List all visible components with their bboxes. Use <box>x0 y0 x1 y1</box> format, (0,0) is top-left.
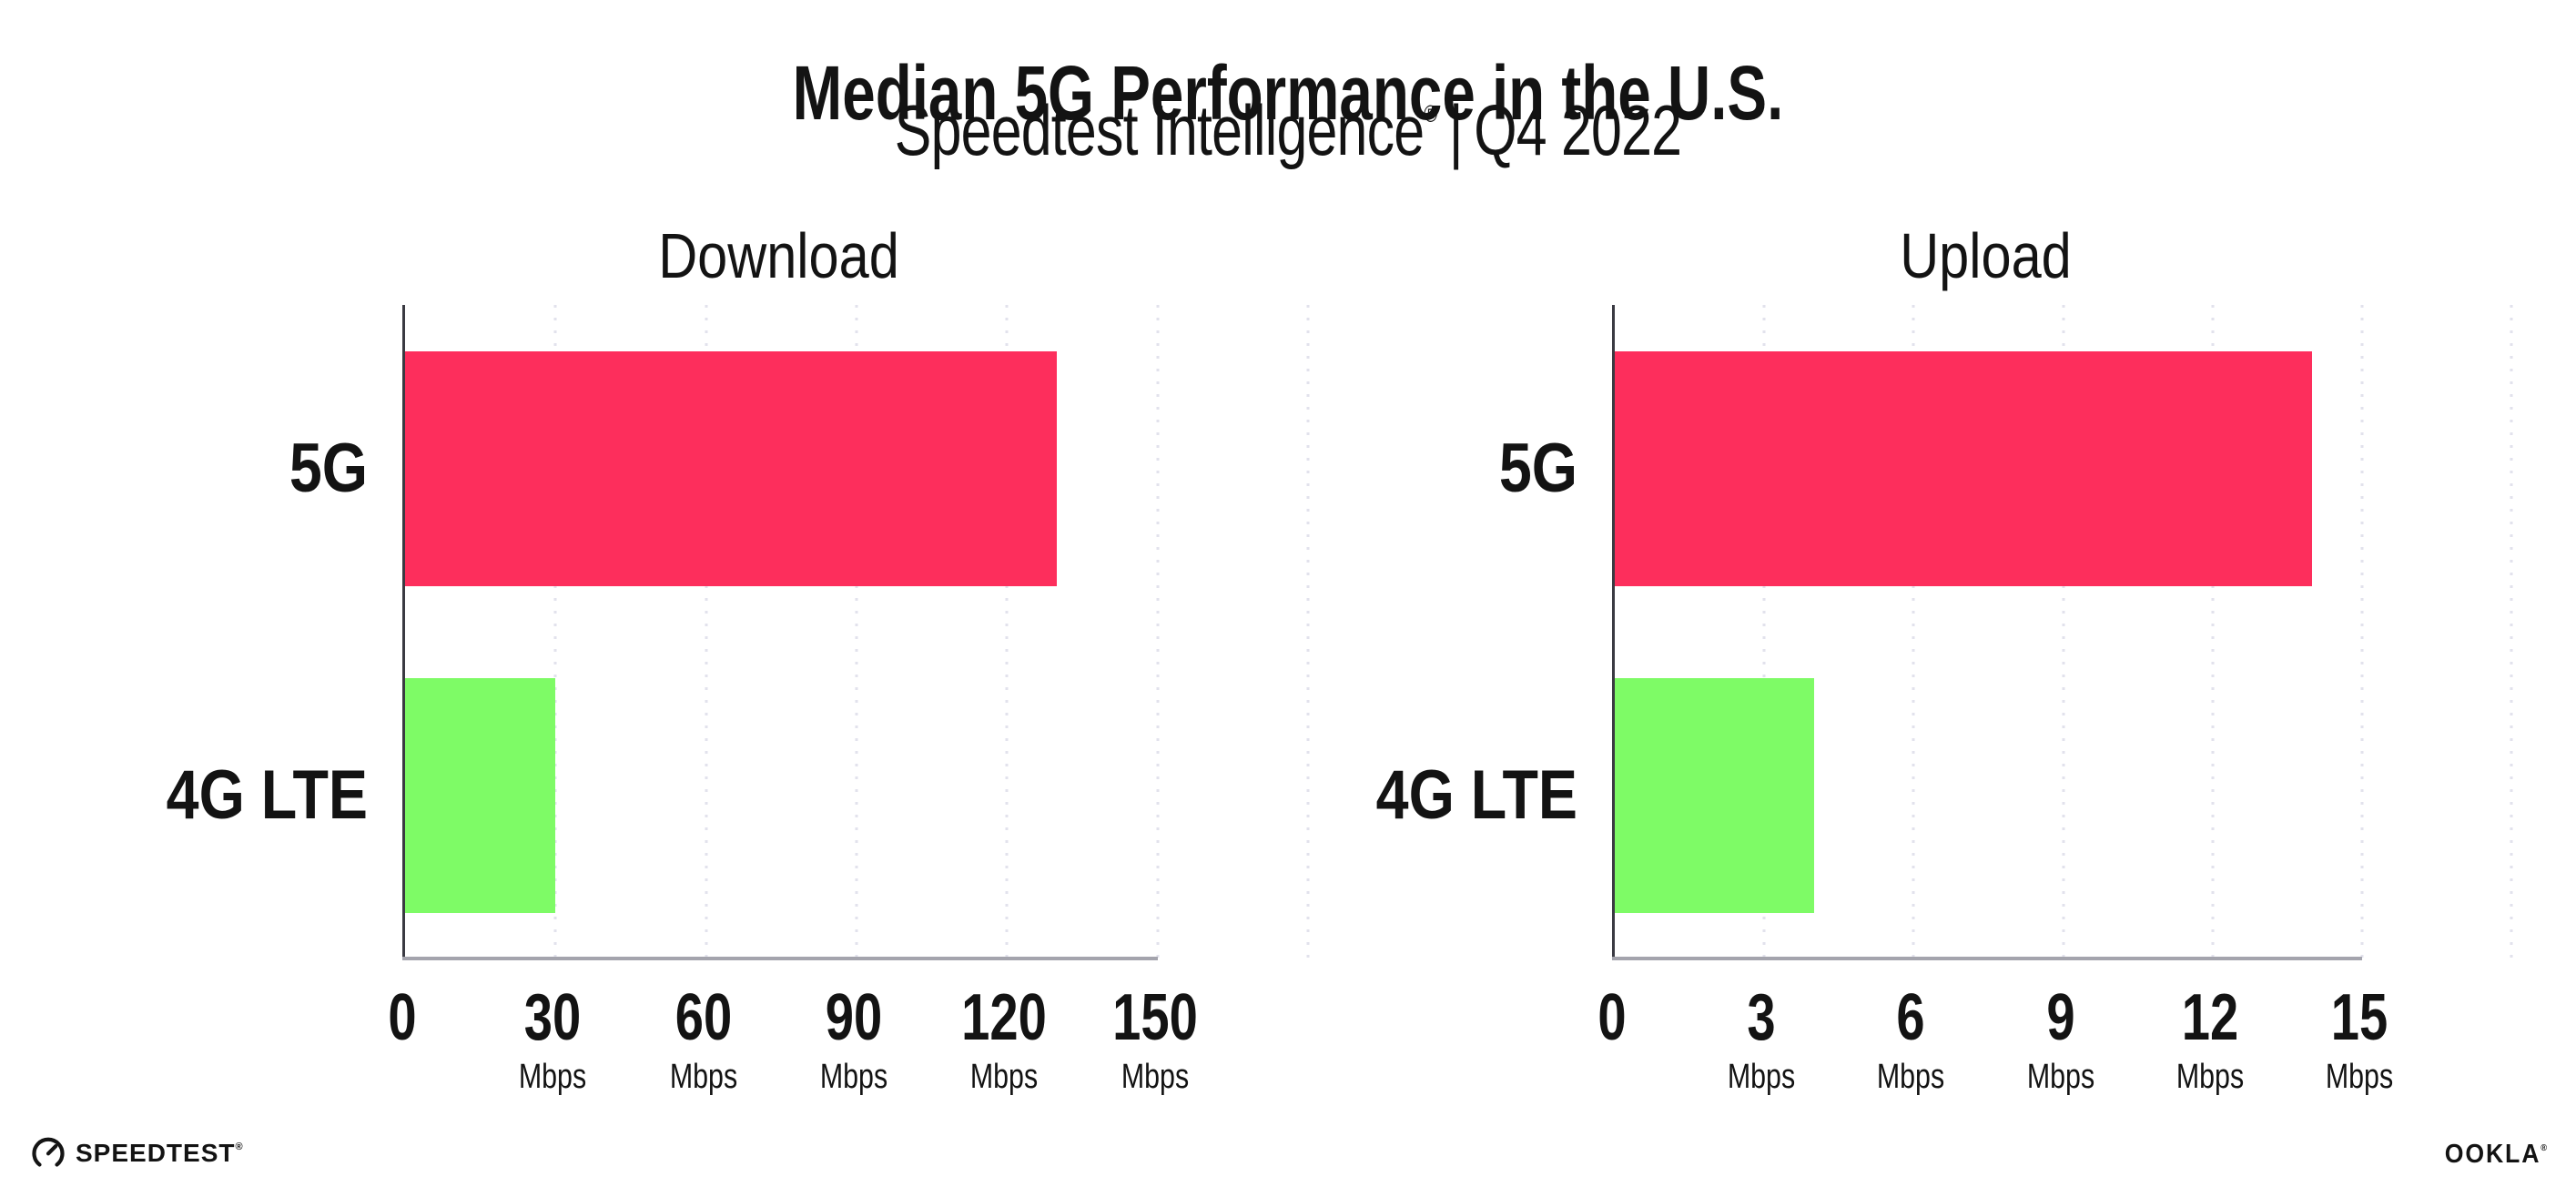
category-label-4g-lte: 4G LTE <box>1375 756 1577 834</box>
gridline-90 <box>855 305 858 959</box>
x-tick-0: 0 <box>384 985 421 1050</box>
bar-4g-lte <box>1615 678 1814 913</box>
ookla-wordmark-text: OOKLA <box>2444 1140 2541 1169</box>
category-label-5g: 5G <box>1498 430 1577 507</box>
upload-chart-title: Upload <box>1900 220 2072 291</box>
speedtest-wordmark: SPEEDTEST® <box>76 1141 243 1166</box>
category-label-4g-lte: 4G LTE <box>166 756 368 834</box>
category-label-5g: 5G <box>289 430 368 507</box>
x-tick-unit: Mbps <box>819 1058 888 1096</box>
x-tick-value: 0 <box>388 981 417 1054</box>
x-tick-value: 0 <box>1597 981 1627 1054</box>
x-tick-6: 6 Mbps <box>1869 985 1953 1094</box>
download-x-axis-ticks: 0 30 Mbps 60 Mbps 90 Mbps 120 Mbps 150 Mbps <box>388 985 1305 1121</box>
x-tick-unit: Mbps <box>669 1058 737 1096</box>
x-tick-3: 3 Mbps <box>1719 985 1804 1094</box>
x-tick-unit: Mbps <box>970 1058 1039 1096</box>
upload-plot-area <box>1612 305 2513 960</box>
gridline-3 <box>1762 305 1766 959</box>
x-tick-value: 60 <box>674 981 732 1054</box>
ookla-registered-mark: ® <box>2541 1143 2547 1153</box>
x-tick-150: 150 Mbps <box>1100 985 1210 1094</box>
x-tick-value: 30 <box>524 981 582 1054</box>
x-tick-value: 12 <box>2181 981 2238 1054</box>
download-category-labels: 5G 4G LTE <box>86 305 368 959</box>
gridline-120 <box>1005 305 1009 959</box>
x-tick-unit: Mbps <box>2175 1058 2244 1096</box>
x-tick-30: 30 Mbps <box>511 985 595 1094</box>
x-tick-value: 15 <box>2330 981 2388 1054</box>
x-tick-value: 6 <box>1896 981 1925 1054</box>
x-axis-line <box>1612 957 2362 960</box>
gridline-30 <box>553 305 557 959</box>
gridline-6 <box>1912 305 1915 959</box>
subtitle-brand: Speedtest Intelligence <box>894 90 1425 170</box>
page-title: Median 5G Performance in the U.S. <box>792 50 1784 137</box>
bar-4g-lte <box>405 678 556 913</box>
x-tick-unit: Mbps <box>519 1058 587 1096</box>
registered-mark: ® <box>1424 100 1438 127</box>
x-tick-unit: Mbps <box>1877 1058 1945 1096</box>
page-subtitle: Speedtest Intelligence® | Q4 2022 <box>283 95 2292 166</box>
x-tick-unit: Mbps <box>2325 1058 2393 1096</box>
upload-x-axis-ticks: 0 3 Mbps 6 Mbps 9 Mbps 12 Mbps 15 Mbps <box>1597 985 2509 1121</box>
x-tick-unit: Mbps <box>1727 1058 1796 1096</box>
gridline-15 <box>2360 305 2364 959</box>
gridline-150 <box>1156 305 1160 959</box>
download-chart-title: Download <box>658 220 899 291</box>
subtitle-quarter: Q4 2022 <box>1474 90 1682 170</box>
gridline-18 <box>2510 305 2513 959</box>
bar-5g <box>1615 351 2313 586</box>
x-tick-unit: Mbps <box>2026 1058 2094 1096</box>
x-tick-12: 12 Mbps <box>2167 985 2252 1094</box>
x-tick-0: 0 <box>1594 985 1630 1050</box>
x-tick-value: 3 <box>1747 981 1776 1054</box>
x-tick-value: 90 <box>825 981 883 1054</box>
x-tick-120: 120 Mbps <box>949 985 1059 1094</box>
download-plot-area <box>402 305 1310 960</box>
bar-5g <box>405 351 1058 586</box>
gridline-12 <box>2211 305 2215 959</box>
x-tick-60: 60 Mbps <box>661 985 745 1094</box>
x-tick-9: 9 Mbps <box>2018 985 2103 1094</box>
x-tick-value: 120 <box>961 981 1048 1054</box>
gridline-9 <box>2062 305 2064 959</box>
gridline-60 <box>705 305 708 959</box>
x-tick-value: 9 <box>2045 981 2075 1054</box>
speedtest-registered-mark: ® <box>235 1141 243 1152</box>
speedtest-wordmark-text: SPEEDTEST <box>76 1139 236 1167</box>
x-tick-90: 90 Mbps <box>812 985 897 1094</box>
x-tick-unit: Mbps <box>1121 1058 1189 1096</box>
ookla-logo: OOKLA® <box>2445 1141 2547 1168</box>
upload-category-labels: 5G 4G LTE <box>1295 305 1577 959</box>
gridline-180 <box>1306 305 1310 959</box>
x-tick-value: 150 <box>1111 981 1198 1054</box>
subtitle-divider: | <box>1448 90 1464 170</box>
x-tick-15: 15 Mbps <box>2317 985 2401 1094</box>
x-axis-line <box>402 957 1158 960</box>
speedtest-gauge-icon <box>32 1137 65 1167</box>
speedtest-logo: SPEEDTEST® <box>31 1136 243 1171</box>
